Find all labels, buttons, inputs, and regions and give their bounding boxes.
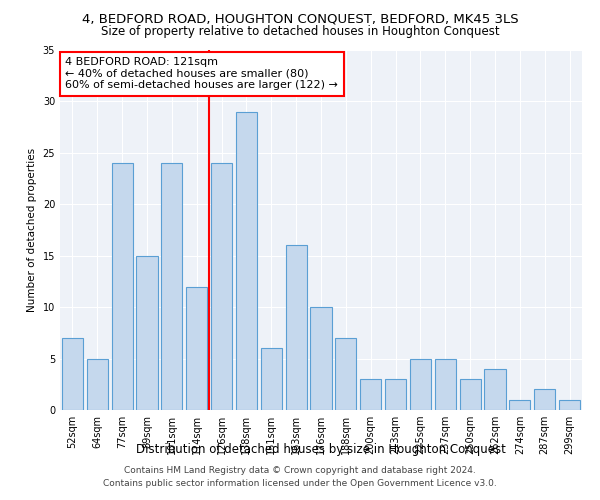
Bar (534, 390, 555, 410)
Bar (509, 400, 530, 410)
Bar (236, 112, 257, 410)
Bar (360, 379, 381, 410)
Bar (410, 358, 431, 410)
Bar (460, 379, 481, 410)
Bar (136, 256, 158, 410)
Text: 4, BEDFORD ROAD, HOUGHTON CONQUEST, BEDFORD, MK45 3LS: 4, BEDFORD ROAD, HOUGHTON CONQUEST, BEDF… (82, 12, 518, 26)
Text: Size of property relative to detached houses in Houghton Conquest: Size of property relative to detached ho… (101, 25, 499, 38)
Text: Contains HM Land Registry data © Crown copyright and database right 2024.
Contai: Contains HM Land Registry data © Crown c… (103, 466, 497, 487)
Bar (484, 369, 506, 410)
Bar (112, 163, 133, 410)
Bar (559, 400, 580, 410)
Text: 4 BEDFORD ROAD: 121sqm
← 40% of detached houses are smaller (80)
60% of semi-det: 4 BEDFORD ROAD: 121sqm ← 40% of detached… (65, 57, 338, 90)
Bar (310, 307, 332, 410)
Bar (87, 358, 108, 410)
Bar (335, 338, 356, 410)
Bar (286, 246, 307, 410)
Text: Distribution of detached houses by size in Houghton Conquest: Distribution of detached houses by size … (136, 442, 506, 456)
Bar (186, 286, 207, 410)
Bar (211, 163, 232, 410)
Bar (62, 338, 83, 410)
Bar (435, 358, 456, 410)
Bar (385, 379, 406, 410)
Bar (261, 348, 282, 410)
Bar (161, 163, 182, 410)
Y-axis label: Number of detached properties: Number of detached properties (27, 148, 37, 312)
